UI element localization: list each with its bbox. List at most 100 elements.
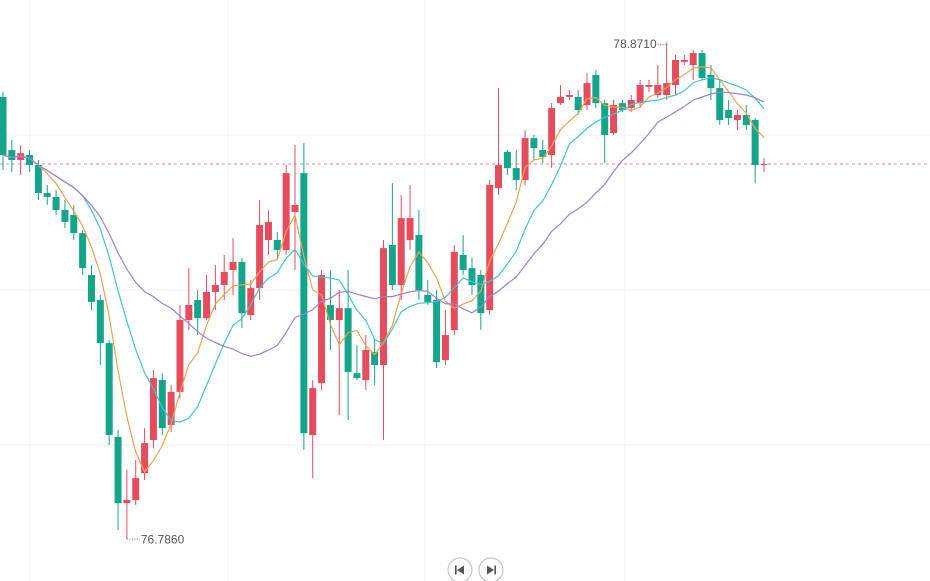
candle-body [264, 221, 272, 241]
candle-body [318, 275, 326, 384]
moving-average-line [2, 91, 765, 357]
candle-body [211, 285, 219, 292]
next-button[interactable] [478, 557, 504, 581]
candle-body [185, 305, 193, 321]
candle-body [556, 96, 564, 104]
candle-body [0, 96, 7, 156]
candle-body [344, 308, 352, 372]
candle-body [742, 115, 750, 126]
candle-body [79, 233, 87, 269]
candle-body [592, 75, 600, 104]
candle-body [733, 115, 741, 121]
candle-body [654, 85, 662, 96]
candle-body [291, 205, 299, 212]
moving-average-line [2, 77, 765, 423]
candle-body [477, 275, 485, 314]
candle-body [87, 275, 95, 302]
candle-body [26, 155, 34, 166]
annotation-label: 76.7860 [141, 532, 185, 546]
candle-body [8, 150, 16, 161]
candle-body [176, 320, 184, 392]
candle-body [300, 173, 308, 434]
candle-body [335, 308, 343, 321]
candle-body [70, 215, 78, 234]
candle-body [238, 261, 246, 314]
candle-body [105, 343, 113, 436]
candle-body [459, 255, 467, 271]
candle-body [672, 60, 680, 86]
candle-body [397, 218, 405, 286]
candle-body [43, 193, 51, 197]
candle-body [530, 138, 538, 149]
candle-body [123, 500, 131, 504]
candle-body [503, 151, 511, 169]
candle-body [229, 261, 237, 271]
candle-body [574, 96, 582, 111]
candle-body [636, 85, 644, 104]
candle-body [663, 83, 671, 96]
candle-body [203, 291, 211, 319]
candle-body [539, 150, 547, 157]
button-icon[interactable] [494, 565, 496, 575]
candle-body [132, 478, 140, 501]
candle-body [610, 105, 618, 134]
candle-body [282, 173, 290, 251]
candle-body [158, 380, 166, 429]
candle-body [707, 75, 715, 89]
candle-body [450, 251, 458, 331]
prev-button[interactable] [447, 557, 473, 581]
candle-body [486, 185, 494, 311]
candle-body [424, 295, 432, 302]
candle-body [415, 235, 423, 291]
candle-body [256, 225, 264, 289]
candle-body [601, 103, 609, 136]
candle-body [52, 196, 60, 211]
annotation-label: 78.8710 [613, 37, 657, 51]
moving-average-line [2, 66, 765, 474]
candle-body [618, 103, 626, 111]
candle-body [61, 210, 69, 222]
candle-body [149, 378, 157, 441]
candle-body [167, 391, 175, 426]
candle-body [388, 245, 396, 286]
button-icon[interactable] [457, 565, 464, 575]
button-icon[interactable] [487, 565, 494, 575]
plot: 78.8710 76.7860 [0, 37, 930, 546]
candle-body [583, 83, 591, 106]
candle-body [380, 248, 387, 366]
candle-body [725, 110, 733, 119]
candle-body [689, 53, 697, 66]
candle-body [309, 388, 317, 436]
candle-body [273, 240, 281, 251]
candle-body [406, 218, 414, 241]
candle-body [371, 351, 379, 366]
candle-body [698, 53, 706, 79]
candle-body [521, 138, 529, 181]
candle-body [645, 85, 653, 87]
candle-body [362, 350, 370, 381]
candle-body [326, 305, 334, 321]
candle-body [114, 436, 122, 504]
candle-body [353, 373, 361, 379]
candle-body [716, 88, 724, 121]
candle-body [96, 300, 104, 344]
candle-body [220, 271, 228, 286]
candle-body [468, 268, 476, 286]
candle-body [194, 300, 202, 319]
candle-body [512, 168, 520, 181]
candle-body [141, 443, 149, 474]
candle-body [760, 164, 768, 166]
candle-body [433, 300, 441, 363]
candle-body [751, 120, 759, 166]
candle-body [34, 165, 42, 194]
button-icon[interactable] [455, 565, 457, 575]
candle-body [565, 95, 573, 97]
candle-body [548, 108, 556, 156]
candle-body [495, 165, 503, 189]
candle-body [680, 60, 688, 62]
candle-body [441, 335, 449, 361]
candle-body [247, 288, 255, 316]
